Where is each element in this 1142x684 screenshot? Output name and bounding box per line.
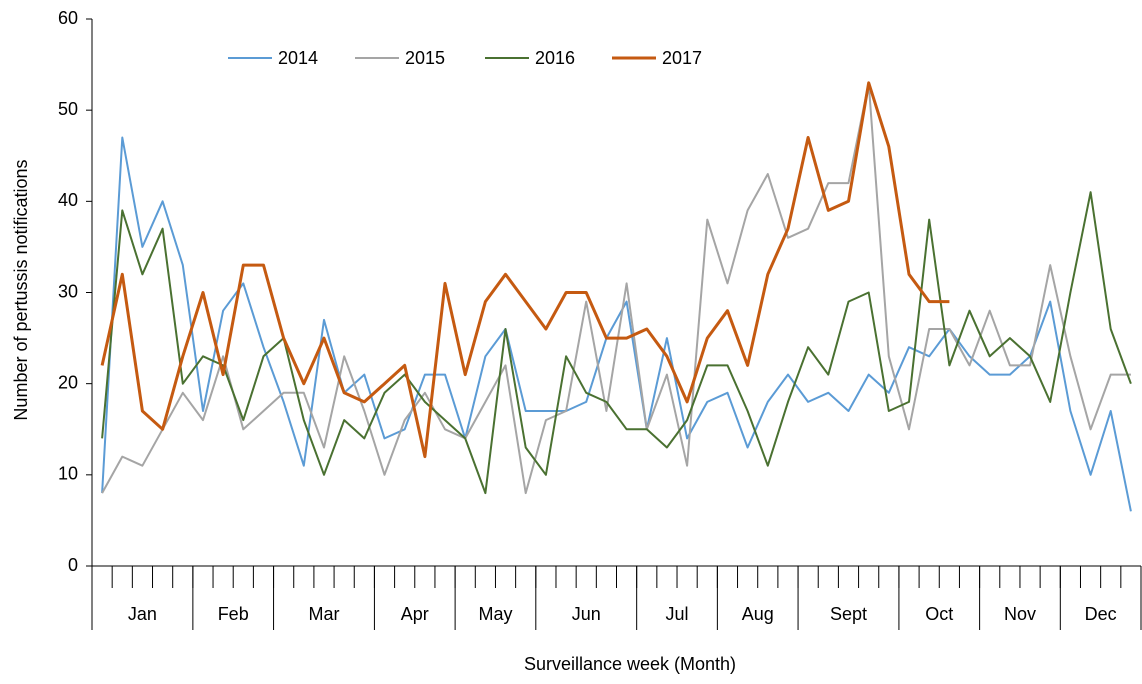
- month-label: May: [478, 604, 512, 624]
- month-label: Dec: [1085, 604, 1117, 624]
- month-label: Apr: [401, 604, 429, 624]
- series-line: [100, 81, 950, 459]
- legend-label: 2016: [535, 48, 575, 68]
- legend-label: 2014: [278, 48, 318, 68]
- x-axis-label: Surveillance week (Month): [524, 654, 736, 674]
- y-tick-label: 60: [58, 8, 78, 28]
- legend-label: 2015: [405, 48, 445, 68]
- y-tick-label: 10: [58, 464, 78, 484]
- y-tick-label: 30: [58, 281, 78, 301]
- month-label: Jun: [572, 604, 601, 624]
- y-axis-label: Number of pertussis notifications: [11, 159, 31, 420]
- month-label: Feb: [218, 604, 249, 624]
- y-tick-label: 50: [58, 99, 78, 119]
- series-line: [101, 191, 1132, 495]
- month-label: Mar: [308, 604, 339, 624]
- month-label: Jan: [128, 604, 157, 624]
- y-tick-label: 40: [58, 190, 78, 210]
- y-tick-label: 20: [58, 372, 78, 392]
- month-label: Jul: [666, 604, 689, 624]
- month-label: Oct: [925, 604, 953, 624]
- y-tick-label: 0: [68, 555, 78, 575]
- month-label: Sept: [830, 604, 867, 624]
- month-label: Aug: [742, 604, 774, 624]
- month-label: Nov: [1004, 604, 1036, 624]
- series-line: [101, 81, 1131, 495]
- legend-label: 2017: [662, 48, 702, 68]
- series-line: [101, 136, 1132, 512]
